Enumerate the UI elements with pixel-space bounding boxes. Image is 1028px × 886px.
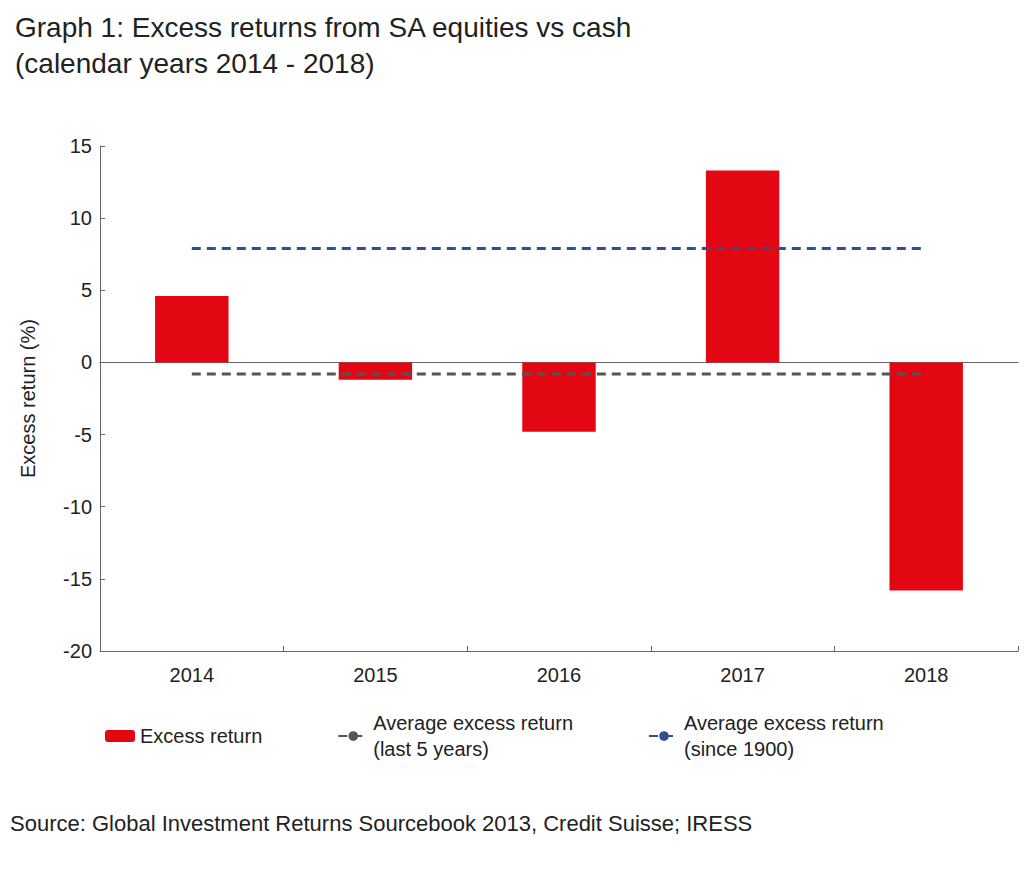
svg-text:(last 5 years): (last 5 years) [373,738,489,760]
svg-text:-5: -5 [74,424,92,446]
svg-text:2014: 2014 [170,664,215,686]
svg-text:Excess return (%): Excess return (%) [17,319,39,478]
svg-text:-10: -10 [63,496,92,518]
svg-text:2015: 2015 [353,664,398,686]
svg-text:2016: 2016 [537,664,582,686]
svg-text:2018: 2018 [904,664,949,686]
svg-text:Average excess return: Average excess return [373,712,573,734]
svg-text:-15: -15 [63,568,92,590]
svg-text:Excess return: Excess return [140,725,262,747]
svg-text:Graph 1: Excess returns from S: Graph 1: Excess returns from SA equities… [15,12,631,43]
svg-text:-20: -20 [63,640,92,662]
svg-text:Average excess return: Average excess return [684,712,884,734]
svg-text:15: 15 [70,135,92,157]
svg-text:2017: 2017 [720,664,765,686]
svg-text:(since 1900): (since 1900) [684,738,794,760]
svg-text:Source: Global Investment Retu: Source: Global Investment Returns Source… [10,811,752,836]
svg-text:10: 10 [70,207,92,229]
svg-text:0: 0 [81,351,92,373]
svg-text:5: 5 [81,279,92,301]
svg-text:(calendar years 2014 - 2018): (calendar years 2014 - 2018) [15,48,375,79]
